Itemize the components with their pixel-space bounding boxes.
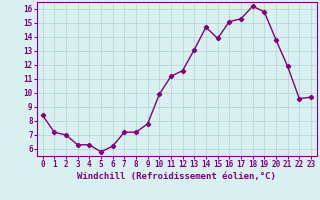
- X-axis label: Windchill (Refroidissement éolien,°C): Windchill (Refroidissement éolien,°C): [77, 172, 276, 181]
